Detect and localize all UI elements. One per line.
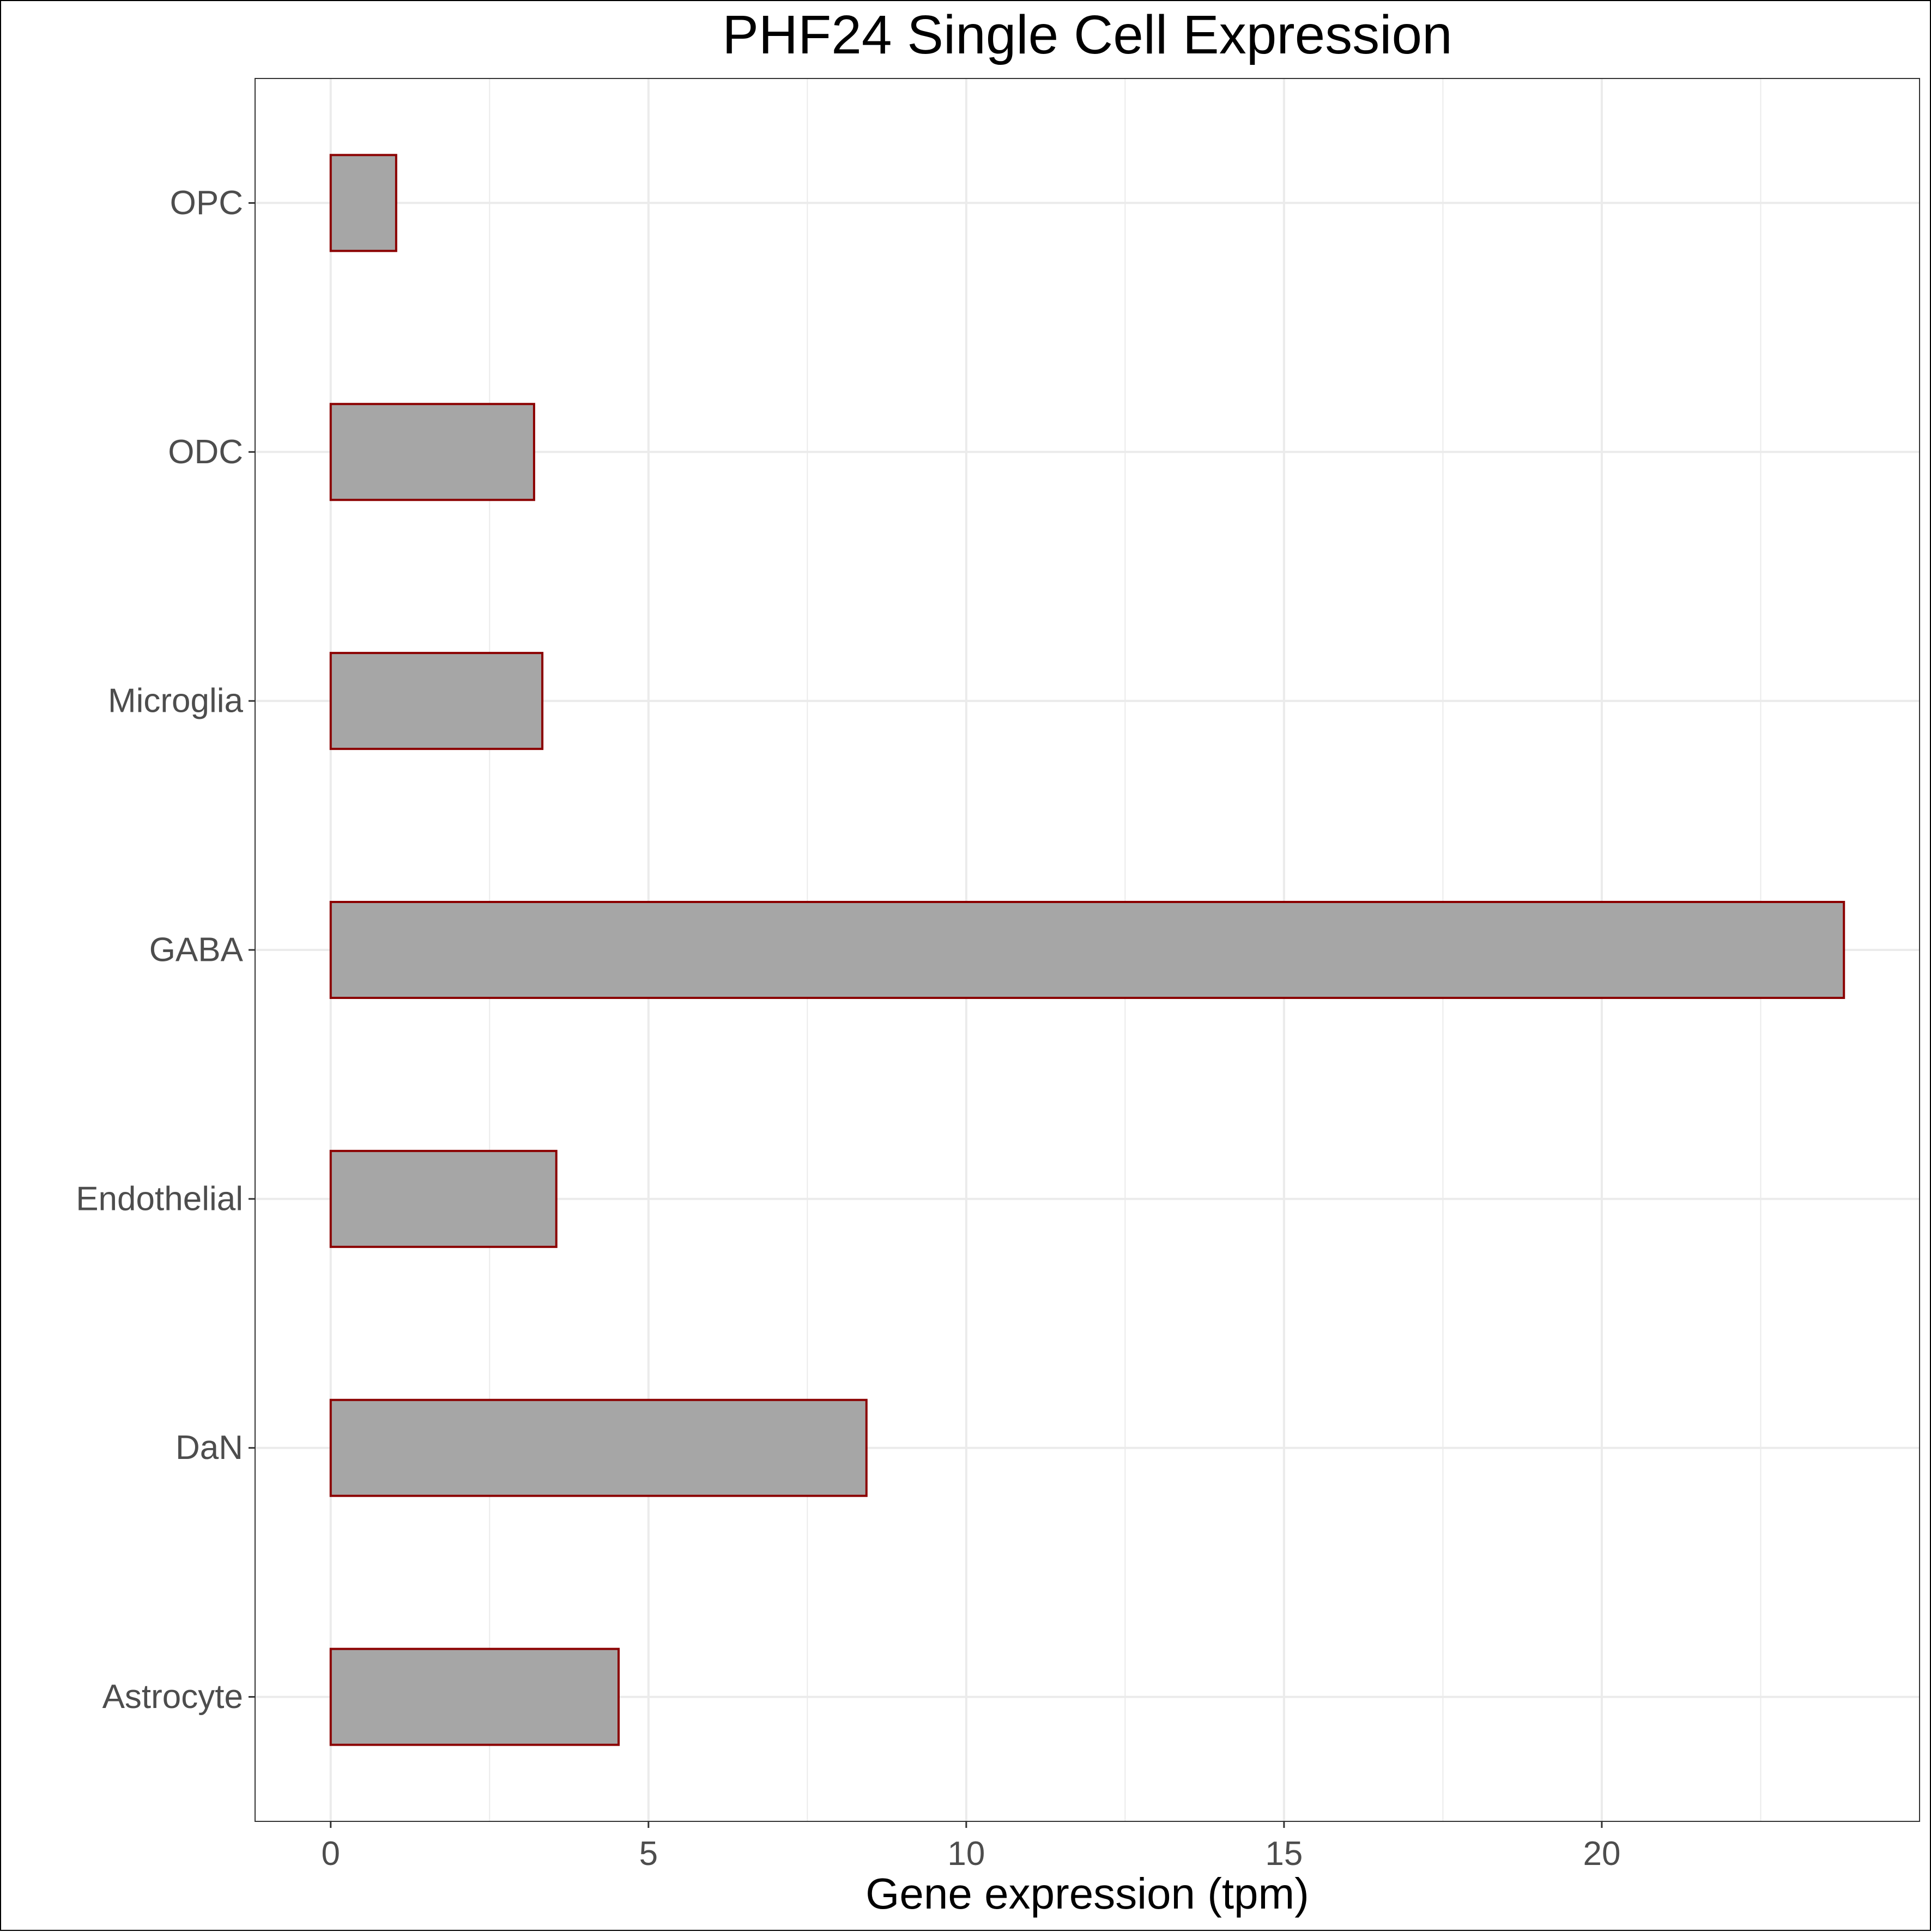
bar-gaba (329, 901, 1845, 999)
y-tick-label: Astrocyte (102, 1678, 243, 1716)
y-tick-label: OPC (170, 184, 243, 222)
y-axis-tick-labels: Astrocyte DaN Endothelial GABA Microglia ODC O… (76, 184, 255, 1716)
bar-microglia (329, 652, 544, 750)
y-tick-label: Microglia (108, 682, 244, 720)
bar-dan (329, 1398, 868, 1497)
bars (329, 154, 1845, 1746)
chart-title: PHF24 Single Cell Expression (722, 4, 1452, 65)
y-tick-label: DaN (175, 1429, 243, 1467)
x-tick-label: 20 (1583, 1835, 1620, 1873)
x-axis-title: Gene expression (tpm) (865, 1869, 1309, 1918)
bar-odc (329, 403, 535, 501)
bar-astrocyte (329, 1648, 620, 1746)
y-tick-label: Endothelial (76, 1180, 243, 1218)
x-tick-label: 10 (947, 1835, 985, 1873)
x-tick-label: 5 (639, 1835, 658, 1873)
y-tick-label: ODC (168, 433, 243, 471)
x-tick-label: 15 (1265, 1835, 1303, 1873)
bar-opc (329, 154, 397, 252)
x-tick-label: 0 (322, 1835, 340, 1873)
y-tick-label: GABA (149, 931, 244, 969)
x-axis-tick-labels: 0 5 10 15 20 (322, 1821, 1620, 1873)
bar-endothelial (329, 1149, 558, 1248)
